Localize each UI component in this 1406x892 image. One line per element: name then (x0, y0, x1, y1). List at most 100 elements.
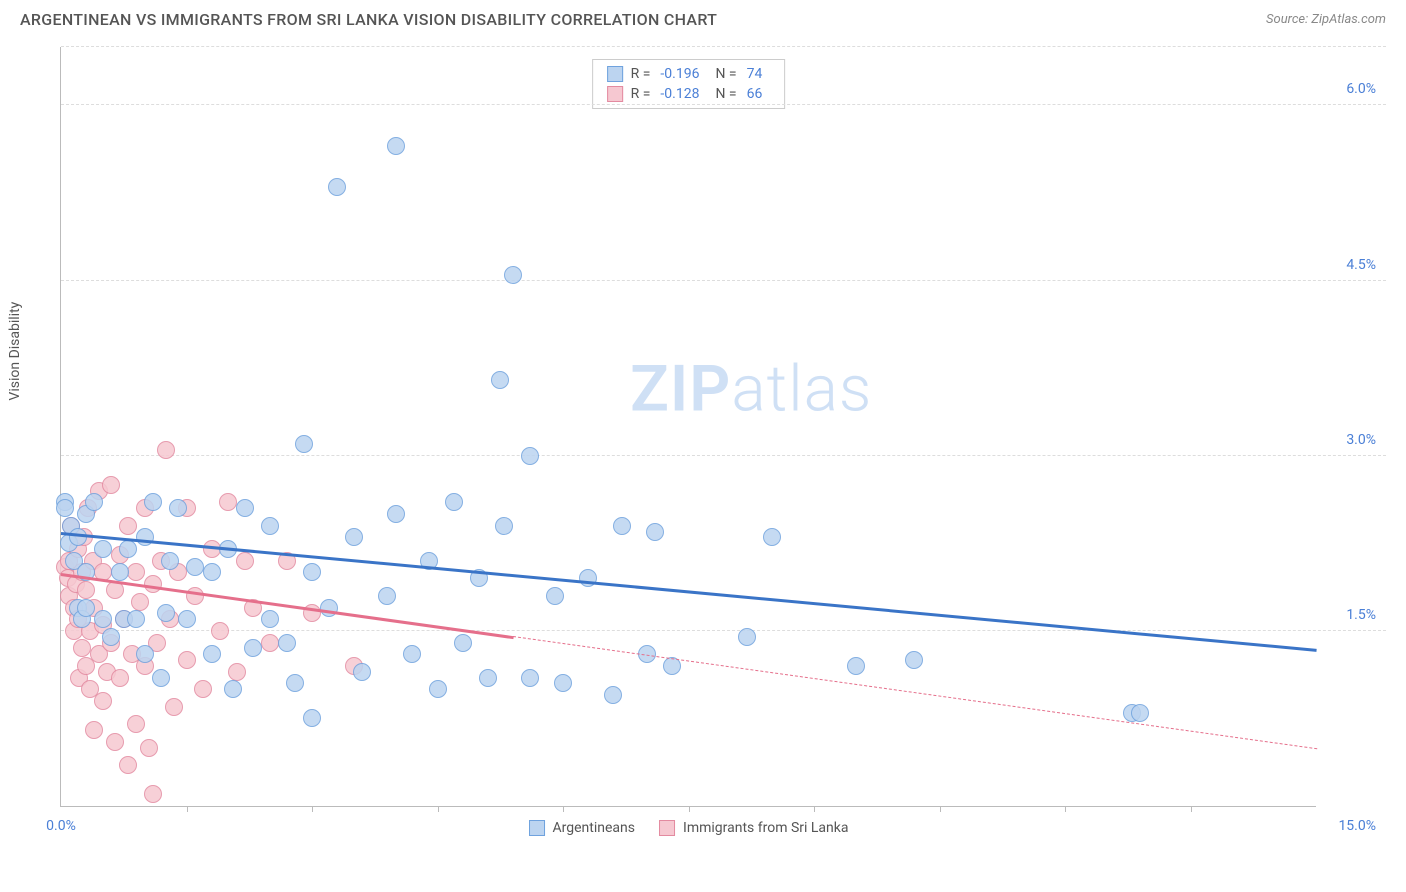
data-point (328, 178, 346, 196)
legend-swatch (607, 86, 623, 102)
legend-label: Immigrants from Sri Lanka (683, 820, 848, 836)
x-tick (563, 806, 564, 812)
data-point (203, 563, 221, 581)
data-point (579, 569, 597, 587)
watermark-zip: ZIP (630, 351, 731, 426)
data-point (521, 669, 539, 687)
data-point (521, 447, 539, 465)
data-point (186, 587, 204, 605)
data-point (136, 645, 154, 663)
data-point (119, 756, 137, 774)
data-point (178, 610, 196, 628)
data-point (504, 266, 522, 284)
data-point (85, 721, 103, 739)
data-point (491, 371, 509, 389)
data-point (224, 680, 242, 698)
data-point (119, 517, 137, 535)
data-point (111, 563, 129, 581)
data-point (157, 441, 175, 459)
x-tick (1191, 806, 1192, 812)
data-point (94, 610, 112, 628)
data-point (127, 715, 145, 733)
bottom-legend: Argentineans Immigrants from Sri Lanka (529, 820, 849, 836)
data-point (161, 552, 179, 570)
y-tick-label: 3.0% (1346, 432, 1376, 448)
data-point (186, 558, 204, 576)
x-tick (187, 806, 188, 812)
data-point (303, 709, 321, 727)
chart-header: ARGENTINEAN VS IMMIGRANTS FROM SRI LANKA… (0, 0, 1406, 37)
data-point (495, 517, 513, 535)
data-point (140, 739, 158, 757)
data-point (228, 663, 246, 681)
data-point (73, 639, 91, 657)
data-point (378, 587, 396, 605)
data-point (403, 645, 421, 663)
chart-container: Vision Disability ZIPatlas R =-0.196N =7… (50, 37, 1386, 847)
data-point (261, 634, 279, 652)
data-point (546, 587, 564, 605)
y-tick-label: 4.5% (1346, 257, 1376, 273)
stats-row: R = -0.196 N = 74 (593, 64, 785, 84)
data-point (278, 634, 296, 652)
data-point (56, 499, 74, 517)
x-tick (814, 806, 815, 812)
legend-item: Argentineans (529, 820, 635, 836)
data-point (165, 698, 183, 716)
legend-swatch (659, 820, 675, 836)
data-point (646, 523, 664, 541)
data-point (905, 651, 923, 669)
data-point (211, 622, 229, 640)
data-point (77, 581, 95, 599)
data-point (94, 692, 112, 710)
data-point (144, 493, 162, 511)
data-point (261, 610, 279, 628)
data-point (236, 499, 254, 517)
x-tick (940, 806, 941, 812)
data-point (738, 628, 756, 646)
source-label: Source: ZipAtlas.com (1266, 12, 1386, 27)
data-point (429, 680, 447, 698)
data-point (111, 669, 129, 687)
r-label: R = (631, 66, 651, 82)
x-tick-label: 0.0% (46, 818, 76, 834)
legend-swatch (607, 66, 623, 82)
data-point (157, 604, 175, 622)
r-value: -0.196 (660, 66, 699, 82)
data-point (1131, 704, 1149, 722)
x-tick (312, 806, 313, 812)
stats-row: R =-0.128N =66 (593, 84, 785, 104)
data-point (554, 674, 572, 692)
data-point (106, 733, 124, 751)
data-point (194, 680, 212, 698)
n-value: 74 (747, 66, 763, 82)
data-point (203, 645, 221, 663)
data-point (244, 639, 262, 657)
data-point (345, 528, 363, 546)
stats-legend: R = -0.196 N = 74R = -0.128 N = 66 (592, 59, 786, 109)
data-point (102, 628, 120, 646)
legend-swatch (529, 820, 545, 836)
x-tick (689, 806, 690, 812)
data-point (77, 599, 95, 617)
watermark-atlas: atlas (731, 351, 872, 426)
data-point (454, 634, 472, 652)
gridline (61, 630, 1386, 631)
n-label: N = (715, 86, 736, 102)
data-point (169, 499, 187, 517)
plot-area: ZIPatlas R =-0.196N =74R =-0.128N =66 Ar… (60, 47, 1316, 807)
data-point (604, 686, 622, 704)
x-tick-label: 15.0% (1338, 818, 1376, 834)
data-point (178, 651, 196, 669)
data-point (94, 540, 112, 558)
chart-title: ARGENTINEAN VS IMMIGRANTS FROM SRI LANKA… (20, 10, 717, 29)
watermark: ZIPatlas (630, 351, 872, 426)
data-point (445, 493, 463, 511)
n-value: 66 (747, 86, 763, 102)
data-point (353, 663, 371, 681)
r-value: -0.128 (660, 86, 699, 102)
gridline (61, 280, 1386, 281)
data-point (236, 552, 254, 570)
n-label: N = (715, 66, 736, 82)
trend-line (61, 532, 1317, 651)
